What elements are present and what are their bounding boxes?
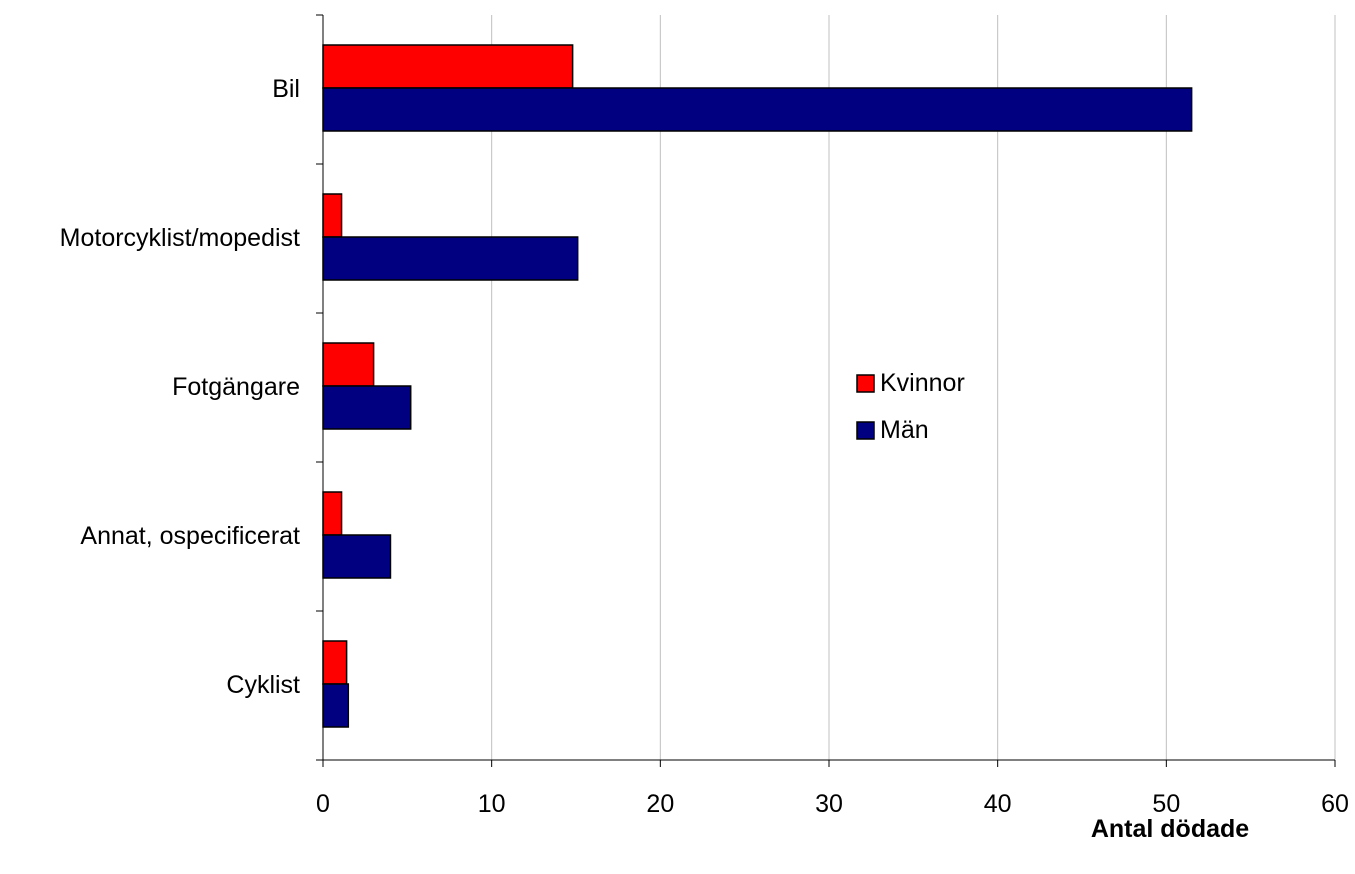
x-tick-label: 20 bbox=[646, 790, 674, 818]
bar-m-n-2 bbox=[322, 385, 412, 430]
x-tick-label: 0 bbox=[316, 790, 330, 818]
bar-m-n-4 bbox=[322, 683, 350, 728]
category-label: Bil bbox=[272, 75, 300, 103]
bar-kvinnor-2 bbox=[322, 342, 375, 387]
category-label: Cyklist bbox=[226, 671, 300, 699]
bar-m-n-1 bbox=[322, 236, 579, 281]
x-axis-title: Antal dödade bbox=[1091, 815, 1249, 843]
gridlines bbox=[491, 15, 1336, 760]
bar-kvinnor-4 bbox=[322, 640, 348, 685]
x-tick-label: 30 bbox=[815, 790, 843, 818]
legend-label: Kvinnor bbox=[880, 369, 965, 397]
x-tick-label: 60 bbox=[1321, 790, 1349, 818]
category-labels: Bil Motorcyklist/mopedist Fotgängare Annat,… bbox=[60, 75, 300, 699]
bar-m-n-0 bbox=[322, 87, 1193, 132]
legend-label: Män bbox=[880, 416, 929, 444]
x-tick-labels: 0 10 20 30 40 50 60 bbox=[316, 790, 1349, 818]
bars bbox=[322, 44, 1193, 728]
bar-kvinnor-0 bbox=[322, 44, 574, 89]
legend-swatch bbox=[856, 374, 875, 393]
category-label: Motorcyklist/mopedist bbox=[60, 224, 300, 252]
legend: Kvinnor Män bbox=[856, 369, 965, 444]
x-tick-label: 40 bbox=[984, 790, 1012, 818]
category-label: Annat, ospecificerat bbox=[80, 522, 300, 550]
bar-kvinnor-1 bbox=[322, 193, 343, 238]
legend-swatch bbox=[856, 421, 875, 440]
x-tick-label: 50 bbox=[1152, 790, 1180, 818]
bar-m-n-3 bbox=[322, 534, 392, 579]
bar-kvinnor-3 bbox=[322, 491, 343, 536]
x-tick-label: 10 bbox=[478, 790, 506, 818]
category-label: Fotgängare bbox=[172, 373, 300, 401]
